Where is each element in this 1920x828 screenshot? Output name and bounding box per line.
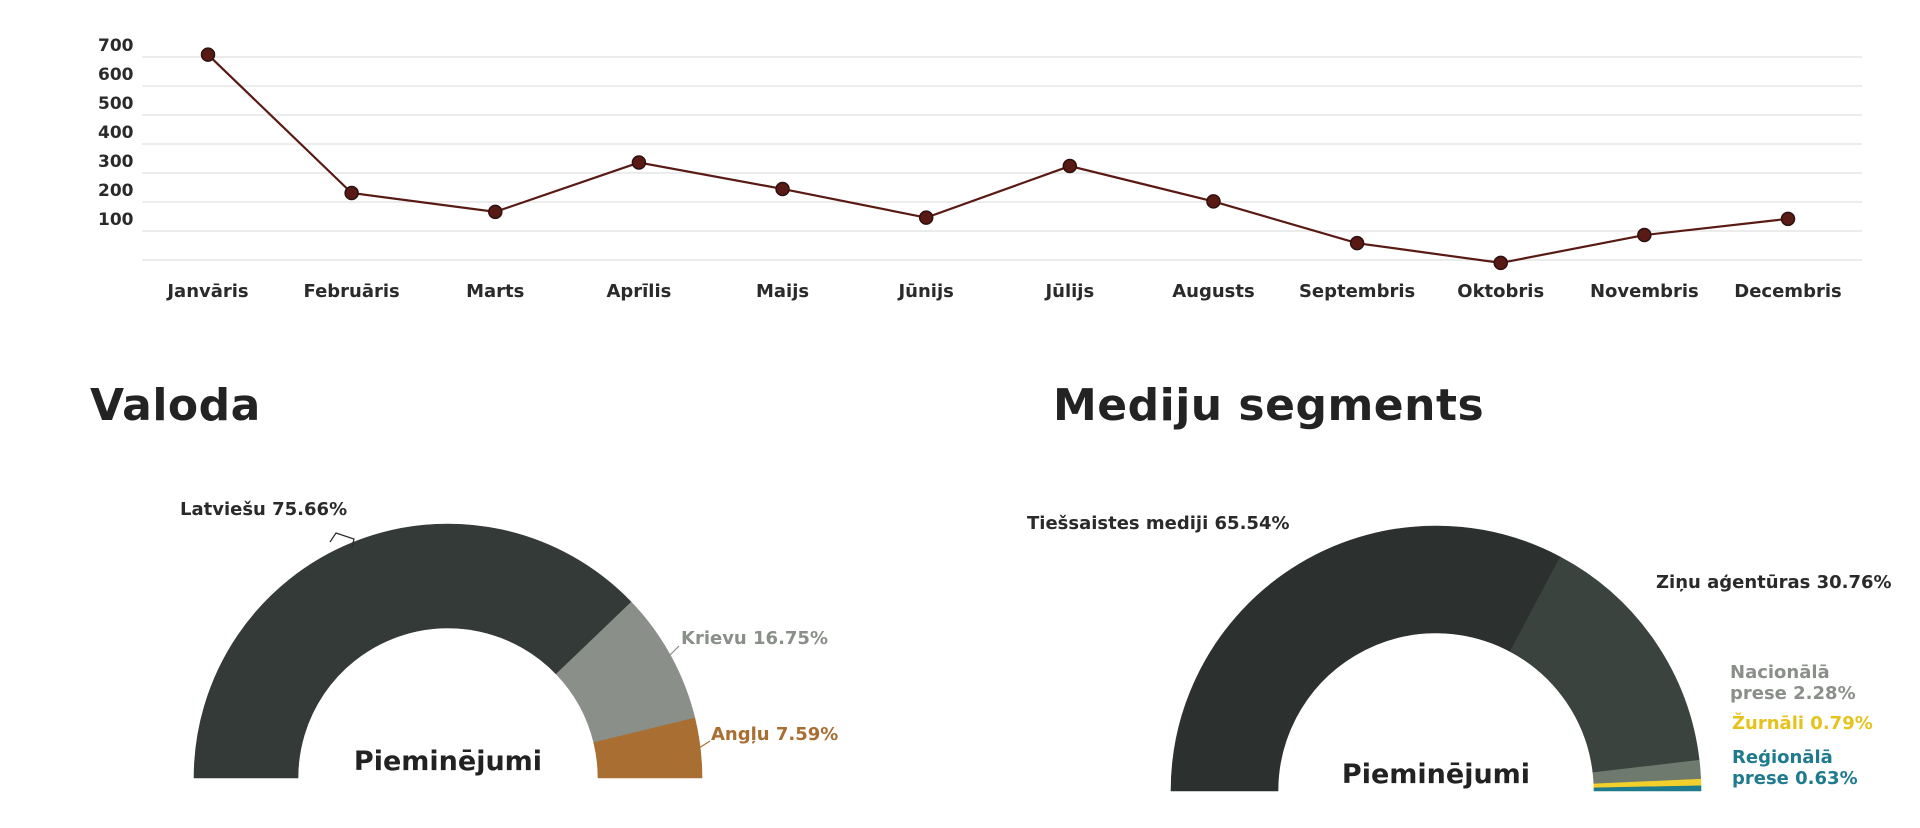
y-tick-label: 100 [98, 210, 134, 230]
slice-label: Žurnāli 0.79% [1732, 712, 1873, 734]
data-point-marker [200, 47, 216, 62]
data-point-marker [918, 210, 934, 225]
slice-leader-line [698, 740, 711, 749]
x-tick-label: Oktobris [1457, 281, 1544, 302]
x-tick-label: Septembris [1299, 281, 1415, 302]
x-tick-label: Decembris [1734, 281, 1841, 302]
x-tick-label: Marts [466, 281, 524, 302]
data-point-marker [1780, 211, 1796, 227]
x-tick-label: Maijs [756, 281, 809, 302]
slice-label: Angļu 7.59% [711, 724, 838, 745]
mediju-segments-donut-chart: Pieminējumi Tiešsaistes mediji 65.54% Ziņu… [1027, 513, 1892, 792]
x-tick-label: Jūnijs [896, 281, 953, 302]
valoda-donut-chart: Pieminējumi Latviešu 75.66% Krievu 16.75% A… [180, 499, 838, 779]
line-chart-x-ticks: Janvāris Februāris Marts Aprīlis Maijs Jūnijs… [165, 281, 1841, 302]
donut-center-label: Pieminējumi [1342, 759, 1530, 790]
data-point-marker [1349, 235, 1365, 251]
data-point-marker [631, 155, 647, 170]
mediju-segments-title: Mediju segments [1053, 380, 1485, 431]
x-tick-label: Aprīlis [606, 281, 671, 302]
donut-slice [1593, 785, 1702, 792]
y-tick-label: 600 [98, 65, 134, 85]
x-tick-label: Augusts [1172, 281, 1254, 302]
y-tick-label: 500 [98, 94, 134, 114]
slice-label: Tiešsaistes mediji 65.54% [1027, 513, 1290, 534]
data-point-marker [488, 204, 503, 220]
data-point-marker [344, 185, 359, 201]
x-tick-label: Februāris [304, 281, 400, 302]
slice-label: Krievu 16.75% [681, 628, 828, 649]
y-tick-label: 400 [98, 123, 134, 143]
donut-slice [593, 717, 703, 779]
line-chart-grid [142, 56, 1862, 261]
line-chart-markers [200, 47, 1796, 271]
donut-slice [193, 523, 632, 779]
data-point-marker [775, 181, 790, 197]
data-point-marker [1637, 227, 1652, 243]
x-tick-label: Janvāris [165, 281, 248, 302]
valoda-title: Valoda [90, 380, 261, 431]
data-point-marker [1206, 194, 1221, 209]
y-tick-label: 300 [98, 152, 134, 172]
donut-center-label: Pieminējumi [354, 746, 542, 777]
slice-label: Nacionālā prese 2.28% [1730, 662, 1856, 704]
slice-leader-line [329, 532, 355, 548]
x-tick-label: Jūlijs [1043, 281, 1094, 302]
slice-label: Latviešu 75.66% [180, 499, 347, 520]
slice-label: Reģionālā prese 0.63% [1732, 747, 1858, 789]
slice-leader-line [667, 645, 680, 658]
series-line [207, 53, 1789, 265]
donut-slice [1170, 525, 1561, 792]
y-tick-label: 200 [98, 181, 134, 201]
data-point-marker [1062, 158, 1078, 174]
data-point-marker [1493, 255, 1508, 271]
slice-label: Ziņu aģentūras 30.76% [1656, 572, 1892, 593]
x-tick-label: Novembris [1590, 281, 1699, 302]
line-chart: 100 200 300 400 500 600 700 Janvāris Februāris M… [98, 36, 1862, 302]
y-tick-label: 700 [98, 36, 134, 56]
line-chart-y-ticks: 100 200 300 400 500 600 700 [98, 36, 134, 230]
